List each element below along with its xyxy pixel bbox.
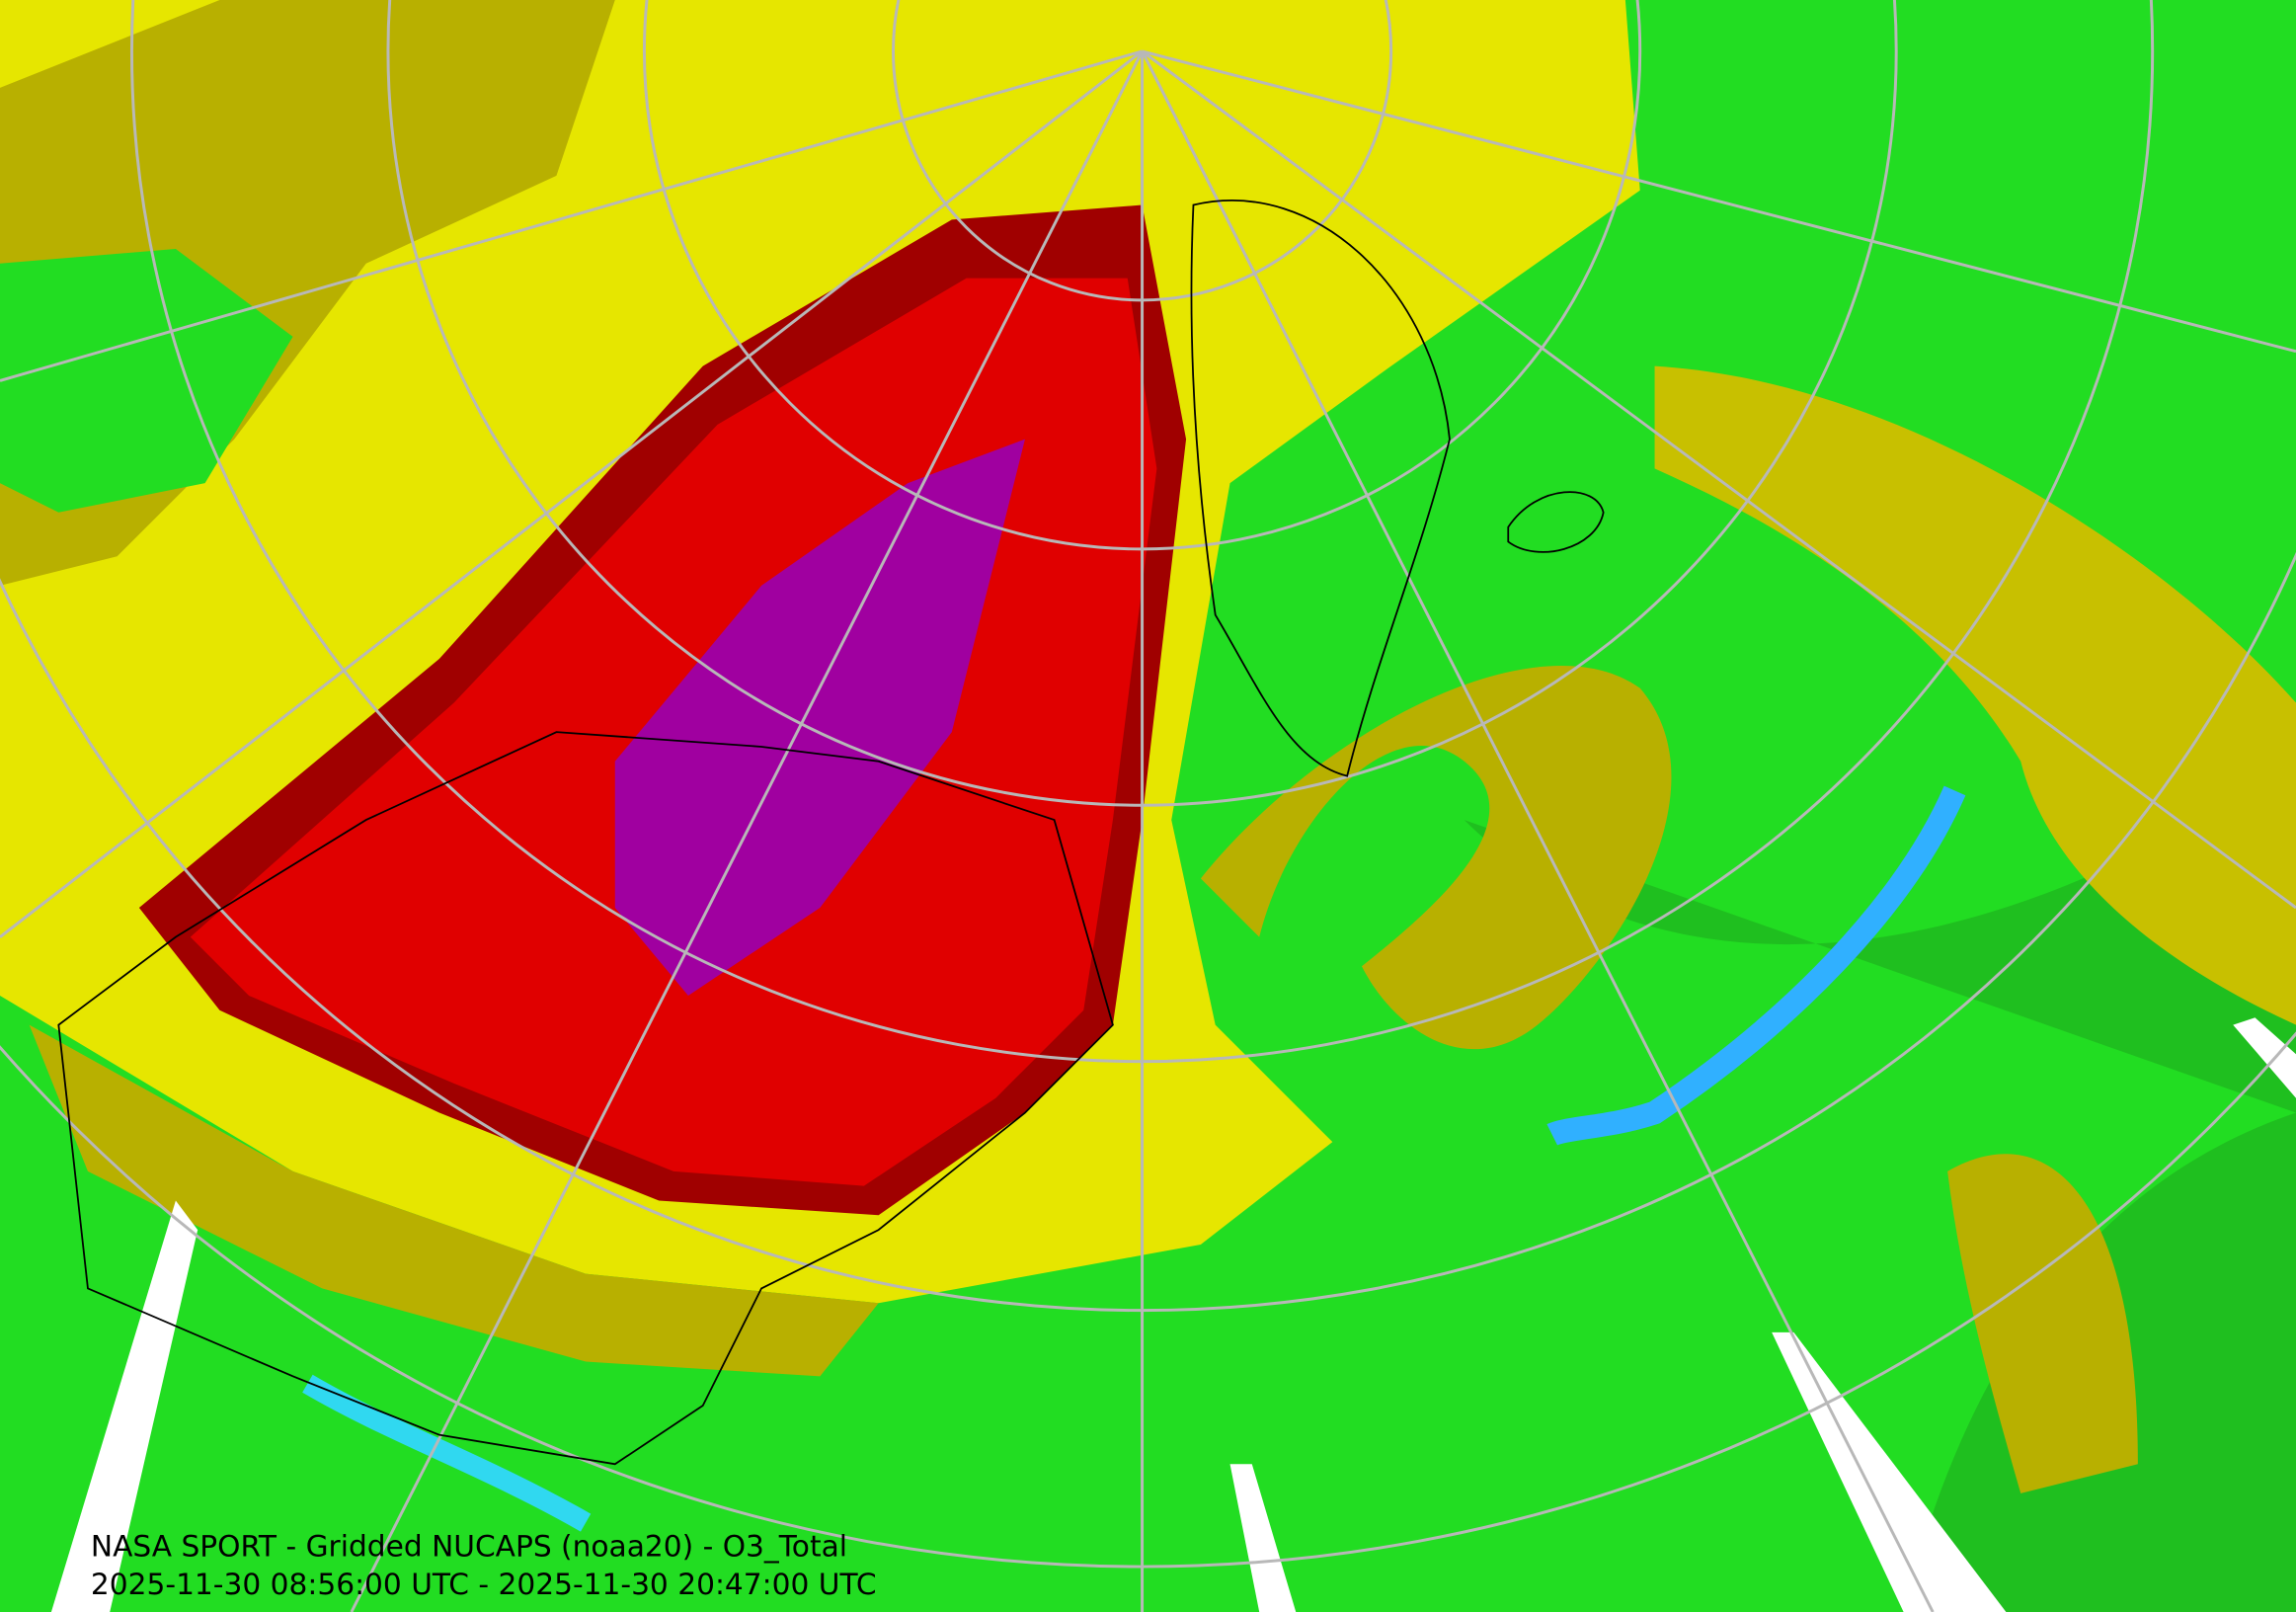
olive-band <box>29 1024 879 1377</box>
meridian <box>0 49 1143 382</box>
purple-region <box>614 439 1025 996</box>
meridian <box>1141 49 2296 910</box>
no-data-stripe <box>50 1200 198 1612</box>
meridian <box>350 50 1144 1612</box>
green-patch <box>0 248 293 513</box>
meridian <box>0 49 1144 938</box>
no-data-stripe <box>1229 1464 1297 1612</box>
meridian <box>1141 50 1935 1612</box>
low-ozone-arc <box>1546 785 1966 1146</box>
coastlines <box>57 200 1605 1466</box>
north-america-outline <box>57 731 1114 1466</box>
greenland-outline <box>1190 200 1451 777</box>
caption-title: NASA SPORT - Gridded NUCAPS (noaa20) - O… <box>91 1529 847 1564</box>
iceland-outline <box>1507 491 1605 553</box>
low-ozone-band <box>302 1374 592 1532</box>
olive-southeast <box>1947 1154 2138 1493</box>
no-data-stripe <box>2233 1017 2296 1098</box>
meridian <box>1142 49 2296 354</box>
olive-swirl <box>1200 665 1672 1050</box>
olive-east <box>1654 365 2296 1025</box>
caption-time-range: 2025-11-30 08:56:00 UTC - 2025-11-30 20:… <box>91 1567 877 1601</box>
